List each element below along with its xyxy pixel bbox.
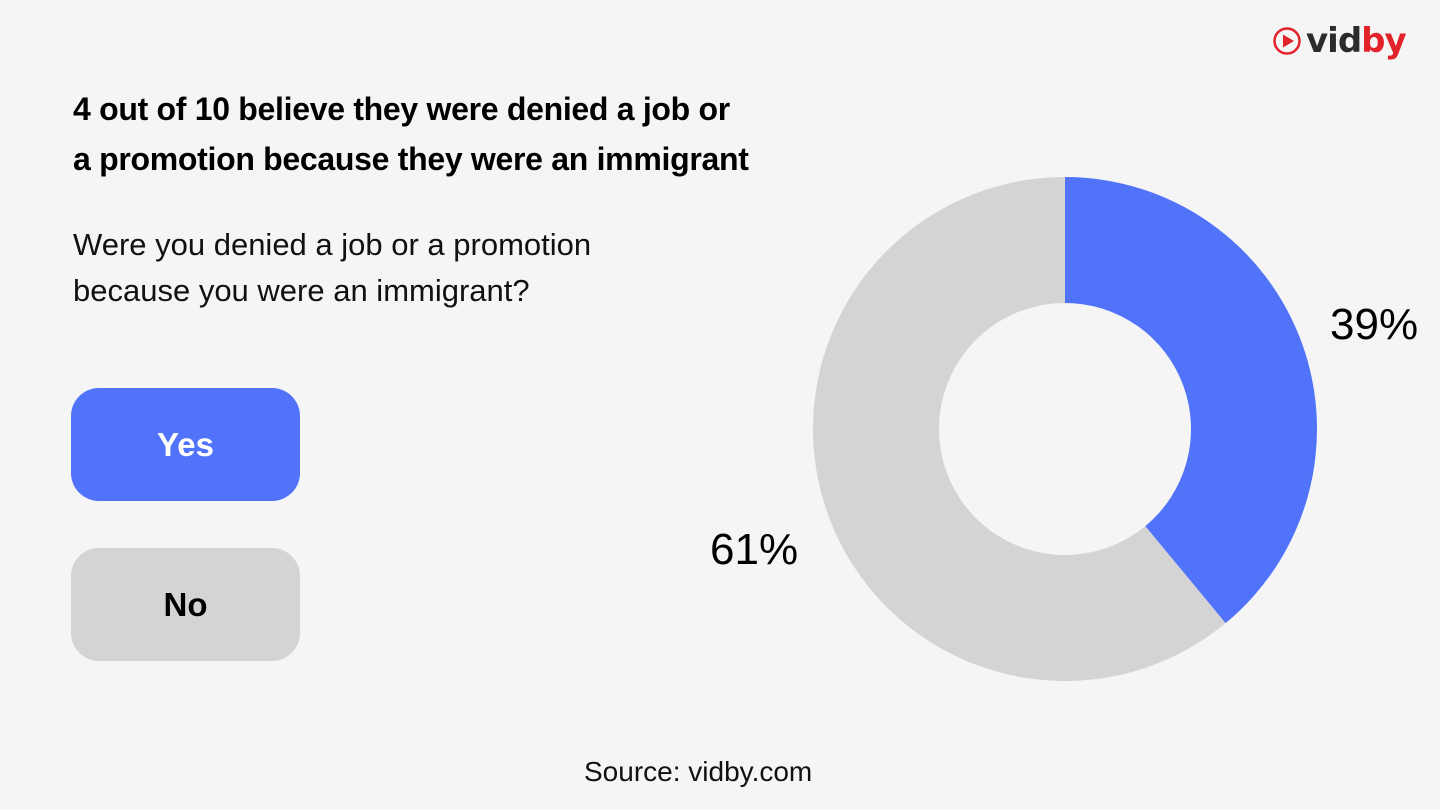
vidby-logo: vidby <box>1272 21 1407 61</box>
legend-no-label: No <box>163 585 208 623</box>
play-translate-icon <box>1273 27 1301 55</box>
logo-text: vidby <box>1306 21 1407 61</box>
legend-yes: Yes <box>71 388 300 501</box>
source-note: Source: vidby.com <box>584 756 813 787</box>
title-line-1: 4 out of 10 believe they were denied a j… <box>73 91 730 127</box>
page-title: 4 out of 10 believe they were denied a j… <box>73 84 893 184</box>
question-line-2: because you were an immigrant? <box>73 273 530 308</box>
legend-yes-label: Yes <box>157 425 214 463</box>
yes-percentage-label: 39% <box>1330 300 1419 349</box>
no-percentage-label: 61% <box>710 525 799 574</box>
survey-question: Were you denied a job or a promotion bec… <box>73 222 713 314</box>
title-line-2: a promotion because they were an immigra… <box>73 141 749 177</box>
legend-no: No <box>71 548 300 661</box>
donut-segment-no <box>813 177 1226 681</box>
donut-segment-yes <box>1065 177 1318 624</box>
question-line-1: Were you denied a job or a promotion <box>73 227 592 262</box>
